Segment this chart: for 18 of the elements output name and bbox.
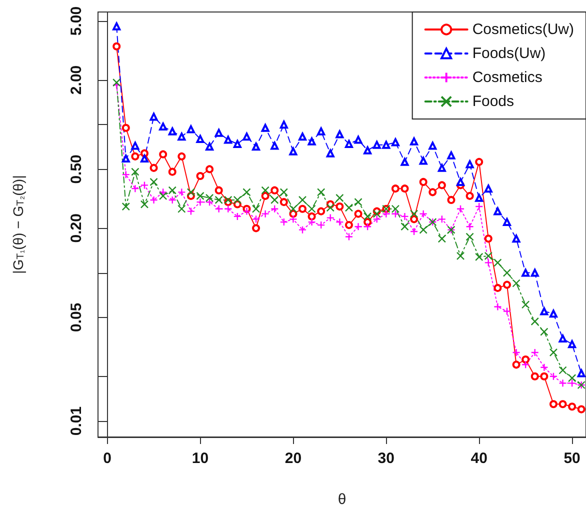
y-tick-label: 5.00 [68, 6, 85, 36]
y-axis-title: |GT₁(θ) − GT₂(θ)| [10, 175, 26, 274]
legend-label: Cosmetics [472, 69, 542, 86]
x-tick-label: 40 [470, 450, 488, 467]
x-tick-label: 20 [284, 450, 302, 467]
y-tick-label: 0.50 [68, 154, 85, 184]
legend-label: Foods(Uw) [472, 45, 546, 62]
y-tick-label: 0.20 [68, 214, 85, 243]
legend-label: Cosmetics(Uw) [472, 21, 574, 38]
x-tick-label: 30 [378, 450, 394, 467]
legend-label: Foods [472, 93, 514, 110]
x-tick-label: 50 [564, 450, 580, 467]
x-tick-label: 10 [192, 450, 209, 467]
y-tick-label: 0.01 [68, 406, 85, 436]
y-tick-label: 2.00 [68, 65, 85, 95]
y-tick-label: 0.05 [68, 302, 85, 332]
x-axis-title: θ [338, 491, 346, 508]
x-tick-label: 0 [103, 450, 112, 467]
